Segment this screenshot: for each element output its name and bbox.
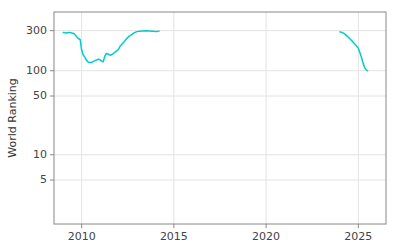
- lines: [63, 31, 367, 71]
- plot-frame: [54, 12, 386, 224]
- y-tick: [50, 70, 54, 71]
- x-tick: [358, 224, 359, 228]
- x-tick-label: 2020: [252, 230, 280, 243]
- x-grid-line: [173, 12, 174, 224]
- y-grid-line: [54, 30, 386, 31]
- y-tick-label: 5: [40, 173, 47, 186]
- y-grid-line: [54, 180, 386, 181]
- y-tick-label: 10: [33, 148, 47, 161]
- y-tick-label: 100: [26, 64, 47, 77]
- y-tick-label: 300: [26, 24, 47, 37]
- x-tick-label: 2025: [344, 230, 372, 243]
- y-tick: [50, 30, 54, 31]
- y-tick: [50, 96, 54, 97]
- x-grid-line: [358, 12, 359, 224]
- y-axis-label: World Ranking: [6, 78, 19, 158]
- y-grid-line: [54, 154, 386, 155]
- x-tick: [81, 224, 82, 228]
- line-series: [63, 31, 159, 63]
- y-grid-line: [54, 96, 386, 97]
- x-grid-line: [266, 12, 267, 224]
- y-grid-line: [54, 70, 386, 71]
- line-series: [340, 32, 368, 71]
- plot-area: [54, 12, 386, 224]
- x-tick-label: 2015: [160, 230, 188, 243]
- x-tick: [266, 224, 267, 228]
- y-tick: [50, 154, 54, 155]
- x-tick: [173, 224, 174, 228]
- x-tick-label: 2010: [68, 230, 96, 243]
- grid: [54, 12, 386, 224]
- y-tick-label: 50: [33, 89, 47, 102]
- chart: 5 10 50 100 300 2010 2015 2020 2025 World Ranking: [0, 0, 400, 250]
- y-tick: [50, 180, 54, 181]
